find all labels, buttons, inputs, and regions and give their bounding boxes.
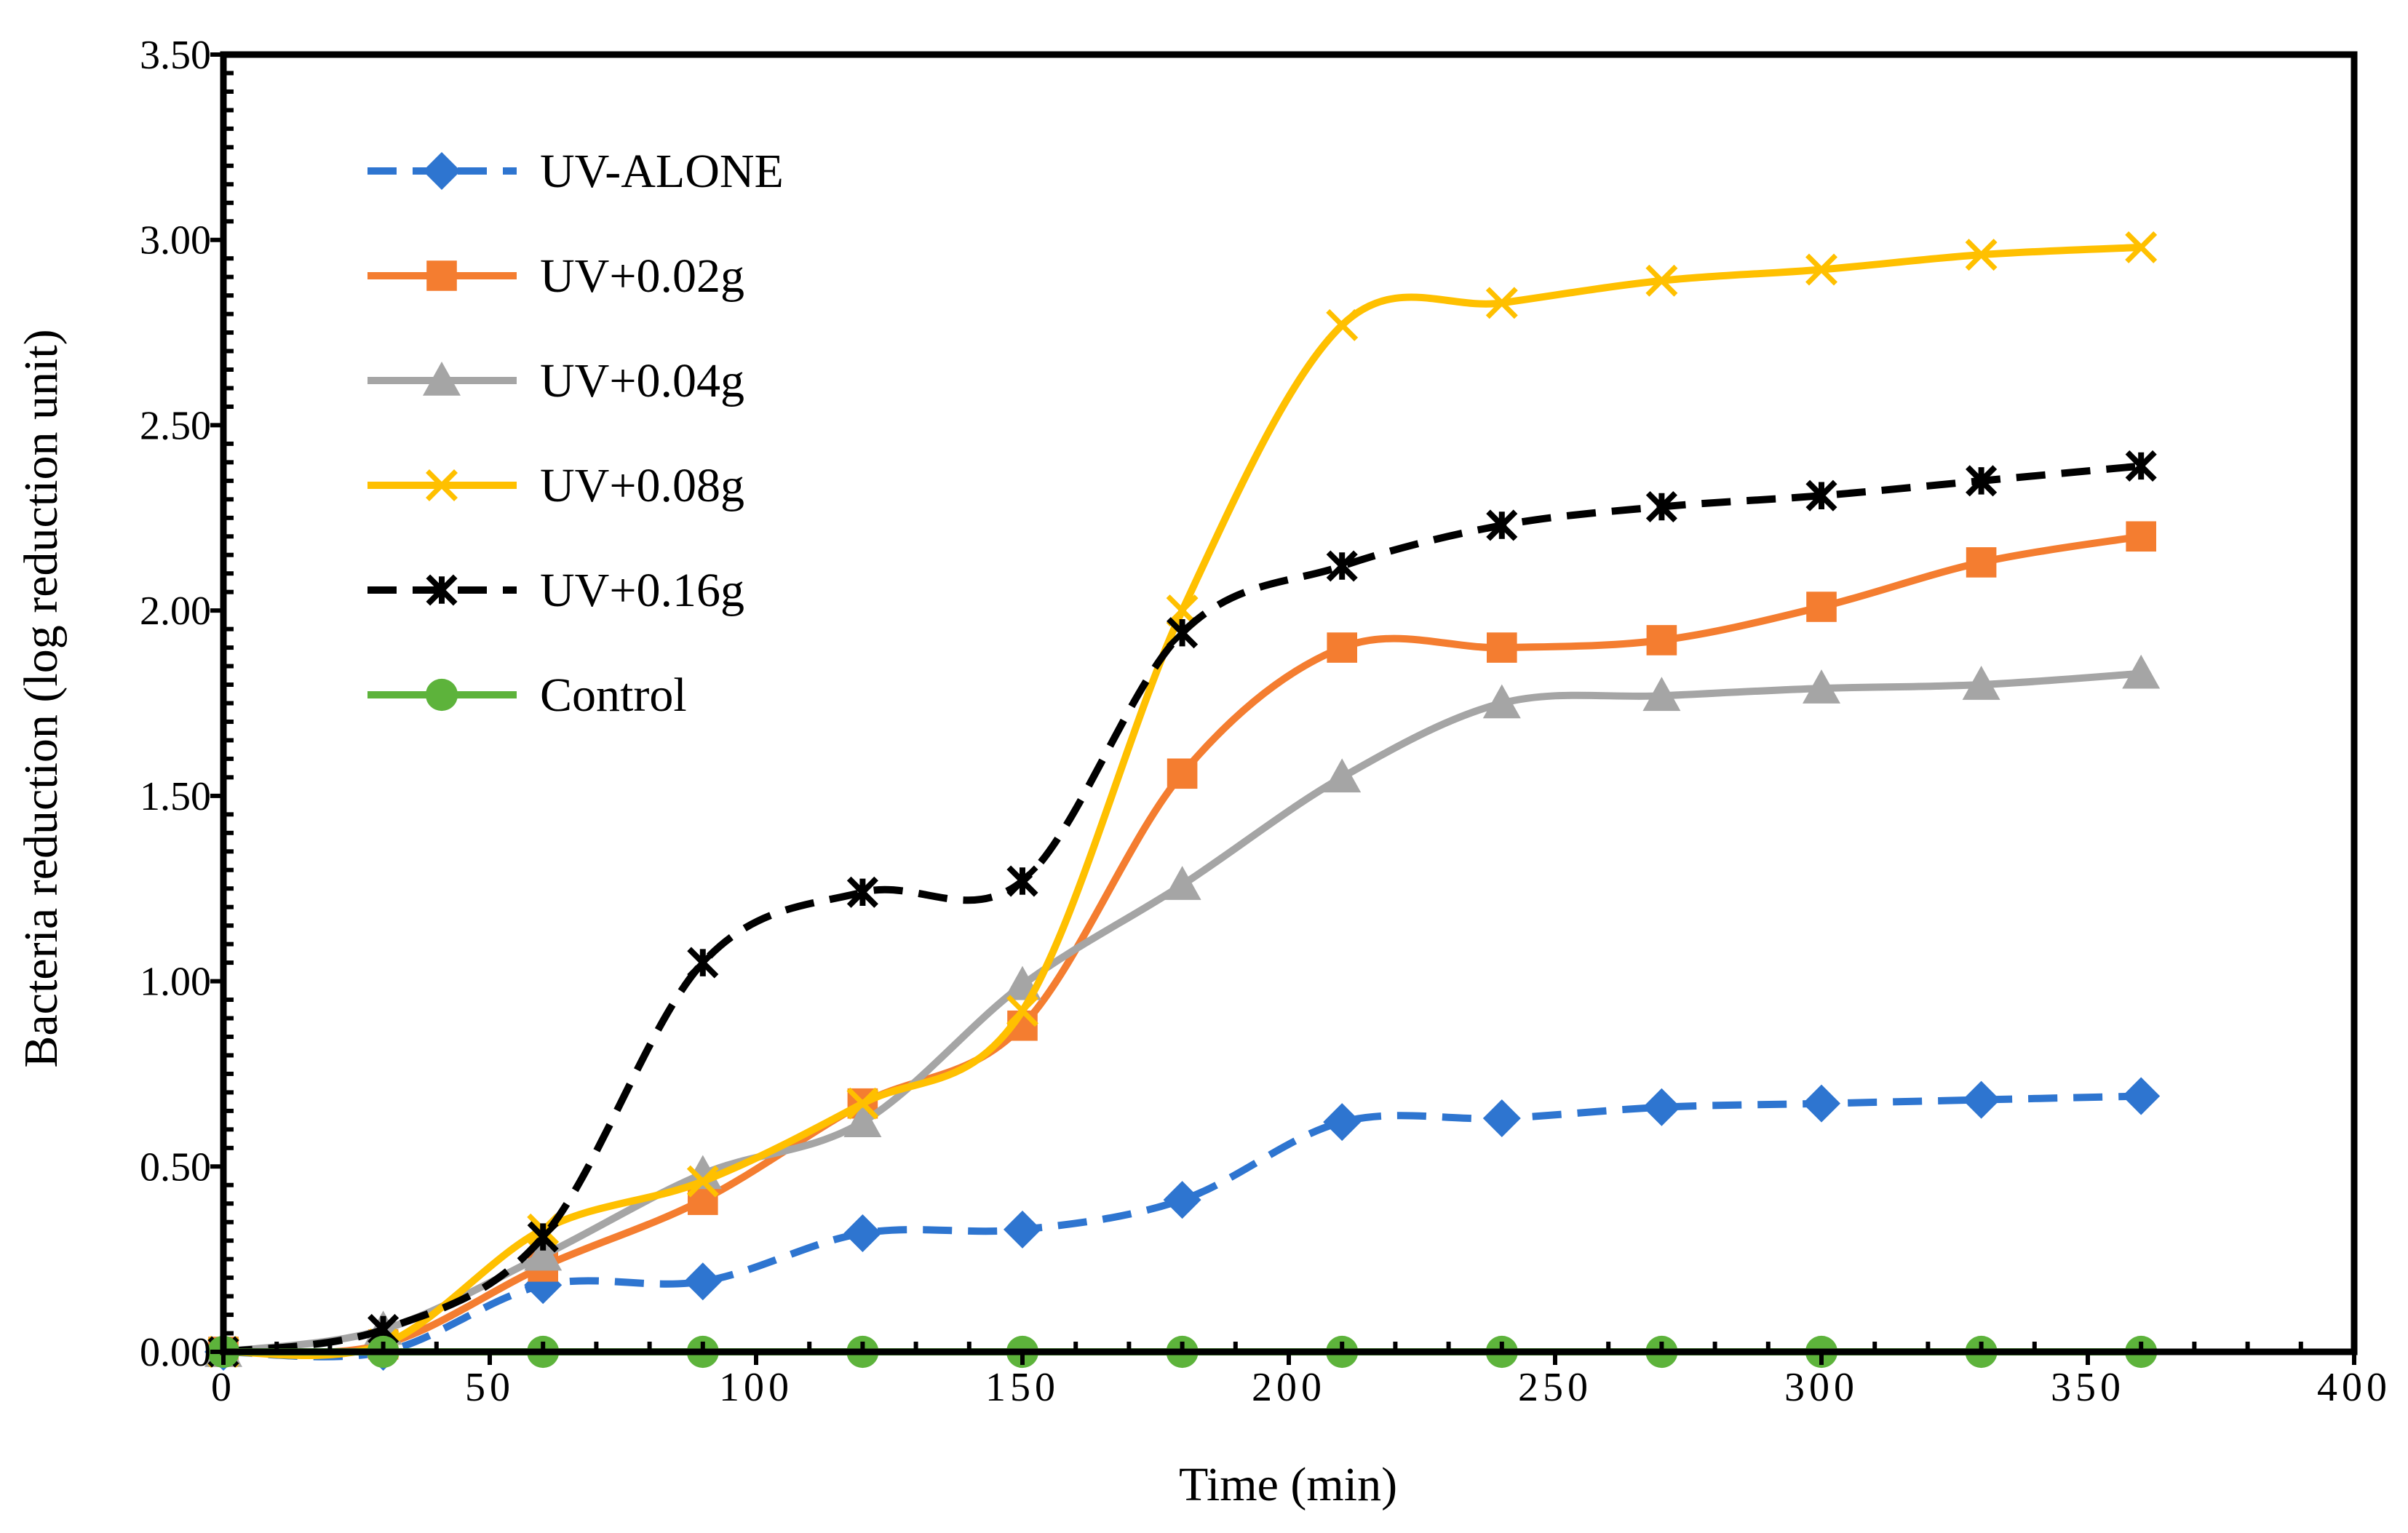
data-point-uv-alone (1962, 1080, 2000, 1119)
data-point-uv-0-04g (1642, 677, 1681, 712)
legend-item-uv-0-08g: UV+0.08g (367, 459, 744, 512)
data-point-uv-alone (1323, 1103, 1362, 1142)
y-tick-label: 0.00 (140, 1330, 211, 1375)
series-uv-0-08g (207, 231, 2158, 1368)
data-point-uv-alone (843, 1214, 882, 1252)
legend-item-uv-0-04g: UV+0.04g (367, 354, 744, 407)
legend-marker (426, 469, 458, 501)
data-point-uv-0-16g (1167, 617, 1199, 649)
legend-item-uv-0-16g: UV+0.16g (367, 564, 744, 617)
data-point-uv-0-04g (524, 1236, 563, 1271)
data-point-uv-0-08g (1645, 264, 1678, 297)
legend-item-uv-0-02g: UV+0.02g (367, 250, 744, 303)
data-point-uv-0-08g (1485, 287, 1518, 319)
data-point-uv-0-04g (1323, 758, 1362, 793)
legend-marker (423, 152, 461, 190)
data-point-uv-0-04g (1163, 866, 1201, 900)
data-point-uv-0-04g (1482, 684, 1521, 719)
data-point-uv-0-04g (843, 1103, 882, 1137)
x-axis-title: Time (min) (1179, 1458, 1397, 1511)
y-tick-label: 2.50 (140, 403, 211, 448)
data-point-uv-0-08g (1805, 253, 1837, 286)
legend-marker (426, 574, 458, 606)
x-tick-label: 0 (211, 1365, 236, 1410)
legend-item-uv-alone: UV-ALONE (367, 145, 784, 198)
legend-label: Control (540, 669, 687, 722)
data-point-uv-0-16g (527, 1221, 559, 1253)
axes (210, 51, 2358, 1365)
x-tick-label: 350 (2051, 1365, 2125, 1410)
y-tick-labels: 0.00 0.50 1.00 1.50 2.00 2.50 3.00 3.50 (140, 33, 211, 1375)
y-tick-label: 2.00 (140, 589, 211, 634)
y-tick-label: 0.50 (140, 1144, 211, 1190)
data-point-uv-0-16g (1805, 479, 1837, 511)
x-tick-label: 250 (1518, 1365, 1592, 1410)
data-point-uv-0-02g (2126, 521, 2156, 552)
legend-label: UV+0.04g (540, 354, 744, 407)
data-point-uv-0-02g (1167, 758, 1198, 789)
legend-label: UV+0.16g (540, 564, 744, 617)
data-point-uv-alone (1642, 1088, 1681, 1126)
data-point-uv-0-16g (1326, 550, 1358, 582)
data-point-uv-0-08g (1326, 308, 1359, 341)
data-point-uv-0-16g (1966, 465, 1998, 497)
data-point-uv-alone (1482, 1099, 1521, 1138)
data-point-uv-0-02g (1806, 592, 1837, 622)
data-point-uv-0-04g (1962, 666, 2000, 700)
data-point-uv-0-02g (1646, 625, 1677, 656)
y-tick-label: 1.50 (140, 774, 211, 819)
data-point-uv-alone (1004, 1210, 1041, 1249)
data-point-uv-0-02g (1966, 547, 1997, 578)
legend-label: UV+0.08g (540, 459, 744, 512)
x-tick-label: 100 (719, 1365, 793, 1410)
x-tick-label: 150 (985, 1365, 1060, 1410)
data-point-uv-alone (683, 1262, 722, 1301)
data-point-uv-alone (1803, 1084, 1840, 1123)
legend: UV-ALONE UV+0.02g UV+0.04g UV+0.08g UV+0.16g… (367, 145, 784, 722)
y-tick-label: 3.00 (140, 218, 211, 263)
data-point-uv-0-08g (1006, 995, 1038, 1027)
data-point-uv-0-16g (687, 947, 719, 979)
data-point-uv-0-02g (1327, 632, 1357, 663)
data-point-uv-0-16g (2125, 450, 2157, 482)
x-tick-label: 300 (1784, 1365, 1859, 1410)
legend-marker (423, 362, 461, 396)
data-point-uv-0-16g (1486, 509, 1518, 541)
data-point-uv-0-04g (2122, 654, 2161, 689)
data-point-uv-alone (2122, 1077, 2161, 1115)
legend-marker (425, 678, 458, 712)
y-tick-label: 3.50 (140, 33, 211, 78)
data-point-uv-0-02g (1487, 632, 1517, 663)
legend-label: UV-ALONE (540, 145, 784, 198)
y-axis-title: Bacteria reduction (log reduction unit) (15, 329, 68, 1067)
data-point-uv-0-16g (1006, 865, 1038, 897)
data-point-uv-0-08g (2125, 231, 2158, 263)
x-tick-labels: 0 50 100 150 200 250 300 350 400 (211, 1365, 2391, 1410)
data-point-uv-0-04g (1803, 669, 1840, 704)
series-line-uv-0-16g (223, 462, 2142, 1355)
data-point-uv-0-08g (686, 1165, 719, 1198)
data-point-uv-0-16g (846, 876, 878, 908)
data-point-uv-0-08g (1965, 239, 1998, 271)
legend-label: UV+0.02g (540, 250, 744, 303)
data-point-uv-alone (1163, 1181, 1201, 1219)
x-tick-label: 200 (1252, 1365, 1326, 1410)
legend-marker (426, 260, 457, 291)
data-point-uv-0-08g (846, 1087, 879, 1120)
x-tick-label: 400 (2317, 1365, 2391, 1410)
y-tick-label: 1.00 (140, 960, 211, 1005)
legend-item-control: Control (367, 669, 687, 722)
x-tick-label: 50 (465, 1365, 514, 1410)
data-point-uv-0-16g (1645, 490, 1677, 523)
